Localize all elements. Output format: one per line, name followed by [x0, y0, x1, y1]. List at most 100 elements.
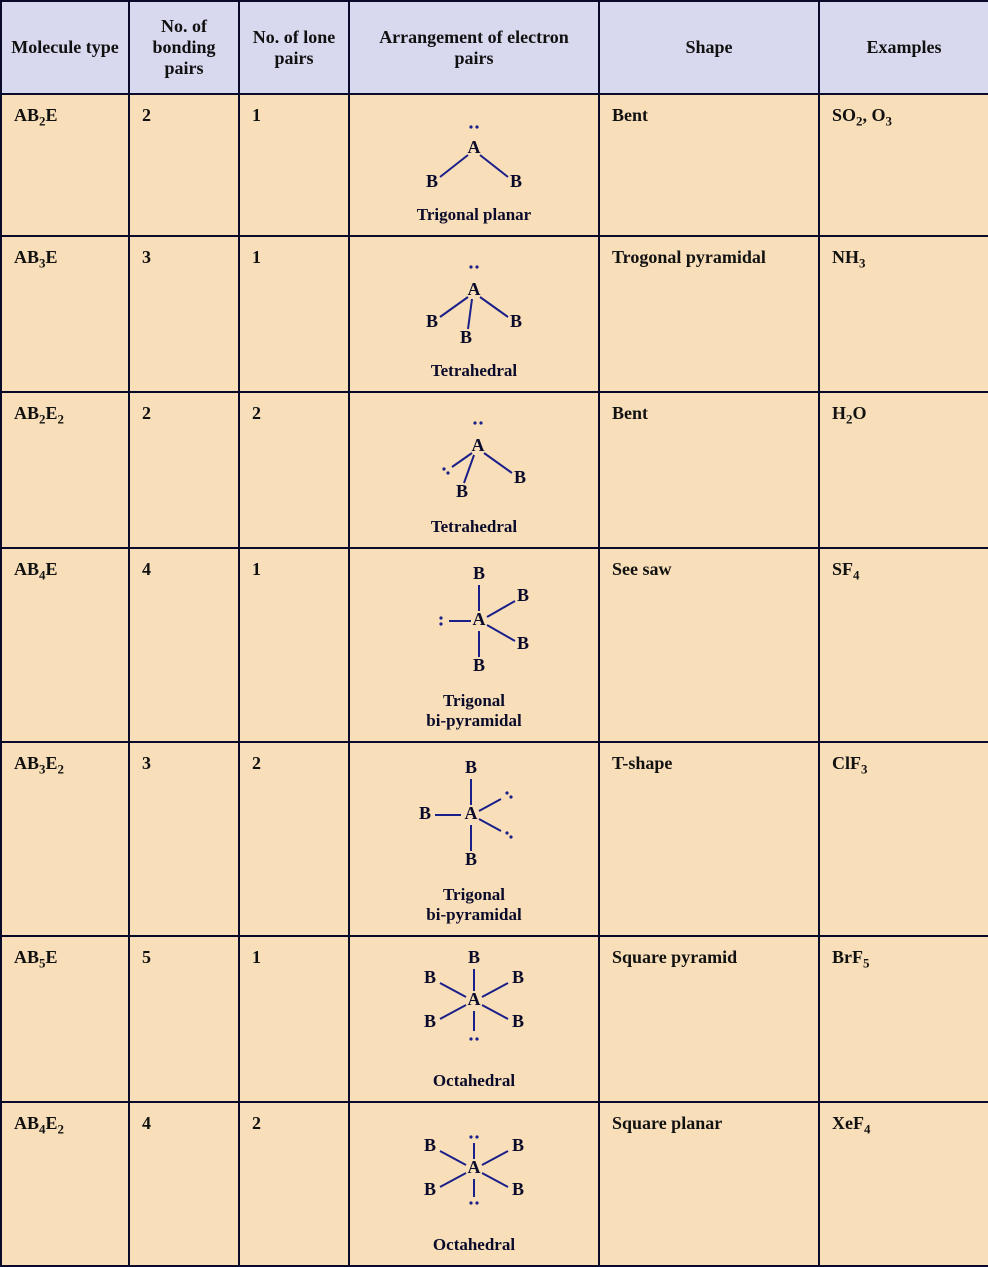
- cell-arrangement: A B B B B Octahedral: [349, 1102, 599, 1266]
- geometry-diagram-icon: ABBBBB: [389, 947, 559, 1067]
- svg-text:B: B: [512, 1179, 524, 1199]
- cell-shape: T-shape: [599, 742, 819, 936]
- svg-text:B: B: [419, 803, 431, 823]
- table-row: AB3E31 A B B B Tetrahedral Trogonal pyramidalN…: [1, 236, 988, 392]
- svg-text:B: B: [473, 655, 485, 675]
- arrangement-label: Trigonalbi-pyramidal: [426, 691, 521, 731]
- svg-text:B: B: [514, 467, 526, 487]
- cell-lone_pairs: 2: [239, 742, 349, 936]
- geometry-diagram-icon: A B B B: [394, 247, 554, 357]
- svg-text:A: A: [468, 279, 481, 299]
- cell-shape: See saw: [599, 548, 819, 742]
- cell-arrangement: A B B B B Trigonalbi-pyramidal: [349, 548, 599, 742]
- cell-bonding_pairs: 2: [129, 94, 239, 236]
- svg-text:B: B: [460, 327, 472, 347]
- cell-molecule_type: AB3E2: [1, 742, 129, 936]
- svg-text:B: B: [456, 481, 468, 501]
- svg-text:B: B: [510, 311, 522, 331]
- svg-text:A: A: [473, 609, 486, 629]
- cell-molecule_type: AB2E2: [1, 392, 129, 548]
- cell-shape: Square pyramid: [599, 936, 819, 1102]
- arrangement-label: Trigonal planar: [417, 205, 531, 225]
- geometry-diagram-icon: A B B: [394, 105, 554, 201]
- col-header-4: Shape: [599, 1, 819, 94]
- cell-lone_pairs: 2: [239, 1102, 349, 1266]
- cell-molecule_type: AB4E: [1, 548, 129, 742]
- svg-text:B: B: [517, 585, 529, 605]
- svg-text:B: B: [517, 633, 529, 653]
- header-row: Molecule typeNo. of bonding pairsNo. of …: [1, 1, 988, 94]
- geometry-diagram-icon: A B B B B: [389, 1113, 559, 1231]
- arrangement-label: Octahedral: [433, 1235, 515, 1255]
- cell-examples: NH3: [819, 236, 988, 392]
- cell-shape: Bent: [599, 392, 819, 548]
- cell-examples: ClF3: [819, 742, 988, 936]
- table-body: AB2E21ABBTrigonal planarBentSO2, O3AB3E3…: [1, 94, 988, 1266]
- col-header-2: No. of lone pairs: [239, 1, 349, 94]
- svg-text:B: B: [424, 1011, 436, 1031]
- geometry-diagram-icon: ABBB: [389, 753, 559, 881]
- cell-bonding_pairs: 2: [129, 392, 239, 548]
- cell-examples: SF4: [819, 548, 988, 742]
- svg-text:B: B: [468, 947, 480, 967]
- cell-examples: SO2, O3: [819, 94, 988, 236]
- svg-text:A: A: [468, 1157, 481, 1177]
- geometry-diagram-icon: A B B: [394, 403, 554, 513]
- cell-shape: Square planar: [599, 1102, 819, 1266]
- cell-molecule_type: AB4E2: [1, 1102, 129, 1266]
- table-row: AB4E41 A B B B B Trigonalbi-pyramidal See sawSF…: [1, 548, 988, 742]
- table-row: AB2E222ABBTetrahedralBentH2O: [1, 392, 988, 548]
- cell-bonding_pairs: 4: [129, 1102, 239, 1266]
- cell-molecule_type: AB5E: [1, 936, 129, 1102]
- cell-molecule_type: AB3E: [1, 236, 129, 392]
- cell-lone_pairs: 1: [239, 548, 349, 742]
- svg-text:B: B: [512, 1135, 524, 1155]
- cell-arrangement: A B B Trigonal planar: [349, 94, 599, 236]
- cell-bonding_pairs: 5: [129, 936, 239, 1102]
- col-header-1: No. of bonding pairs: [129, 1, 239, 94]
- col-header-5: Examples: [819, 1, 988, 94]
- cell-lone_pairs: 1: [239, 236, 349, 392]
- svg-text:B: B: [465, 757, 477, 777]
- svg-text:A: A: [472, 435, 485, 455]
- table-head: Molecule typeNo. of bonding pairsNo. of …: [1, 1, 988, 94]
- table-row: AB5E51ABBBBBOctahedralSquare pyramidBrF5: [1, 936, 988, 1102]
- table-row: AB3E232ABBBTrigonalbi-pyramidalT-shapeCl…: [1, 742, 988, 936]
- cell-bonding_pairs: 4: [129, 548, 239, 742]
- svg-text:B: B: [512, 967, 524, 987]
- svg-text:B: B: [426, 171, 438, 191]
- cell-bonding_pairs: 3: [129, 236, 239, 392]
- svg-text:B: B: [424, 1135, 436, 1155]
- cell-arrangement: A B B Tetrahedral: [349, 392, 599, 548]
- arrangement-label: Octahedral: [433, 1071, 515, 1091]
- cell-arrangement: ABBBTrigonalbi-pyramidal: [349, 742, 599, 936]
- cell-examples: XeF4: [819, 1102, 988, 1266]
- svg-text:B: B: [426, 311, 438, 331]
- cell-arrangement: ABBBBBOctahedral: [349, 936, 599, 1102]
- cell-molecule_type: AB2E: [1, 94, 129, 236]
- col-header-0: Molecule type: [1, 1, 129, 94]
- cell-examples: H2O: [819, 392, 988, 548]
- geometry-diagram-icon: A B B B B: [389, 559, 559, 687]
- svg-text:A: A: [468, 989, 481, 1009]
- svg-text:B: B: [424, 967, 436, 987]
- cell-lone_pairs: 1: [239, 94, 349, 236]
- arrangement-label: Tetrahedral: [431, 361, 517, 381]
- svg-text:A: A: [465, 803, 478, 823]
- cell-lone_pairs: 1: [239, 936, 349, 1102]
- cell-arrangement: A B B B Tetrahedral: [349, 236, 599, 392]
- cell-examples: BrF5: [819, 936, 988, 1102]
- vsepr-table: Molecule typeNo. of bonding pairsNo. of …: [0, 0, 988, 1267]
- svg-text:B: B: [473, 563, 485, 583]
- svg-text:B: B: [424, 1179, 436, 1199]
- col-header-3: Arrangement of electron pairs: [349, 1, 599, 94]
- cell-shape: Trogonal pyramidal: [599, 236, 819, 392]
- svg-text:A: A: [468, 137, 481, 157]
- arrangement-label: Tetrahedral: [431, 517, 517, 537]
- cell-shape: Bent: [599, 94, 819, 236]
- table-row: AB4E242 A B B B B Octahedral Square planarXeF4: [1, 1102, 988, 1266]
- arrangement-label: Trigonalbi-pyramidal: [426, 885, 521, 925]
- cell-lone_pairs: 2: [239, 392, 349, 548]
- table-row: AB2E21 A B B Trigonal planar BentSO2, O3: [1, 94, 988, 236]
- svg-text:B: B: [510, 171, 522, 191]
